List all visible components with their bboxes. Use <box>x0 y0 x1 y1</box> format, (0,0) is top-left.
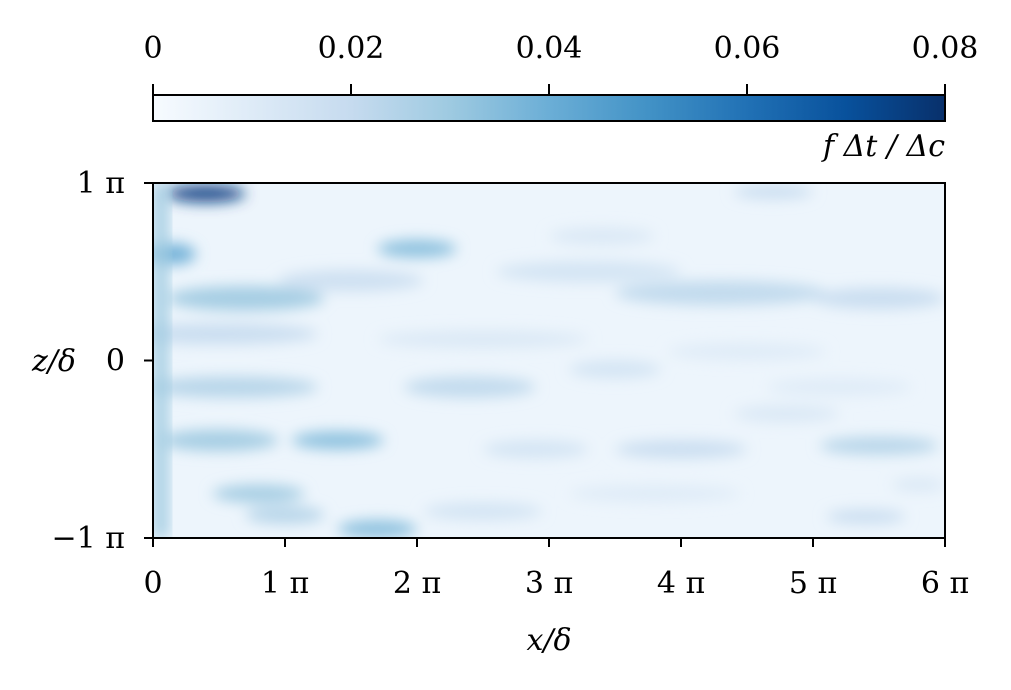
colorbar-tick-label: 0.06 <box>714 31 781 66</box>
heatmap-field <box>153 183 945 538</box>
colorbar: 0 0.02 0.04 0.06 0.08 f Δt / Δc <box>143 31 978 164</box>
plot-area: 0 1 π 2 π 3 π 4 π 5 π 6 π −1 π 0 1 π x/δ z/δ <box>31 166 969 658</box>
y-axis-ticks: −1 π 0 1 π <box>52 166 153 556</box>
heatmap-streak-24 <box>245 506 325 524</box>
heatmap-streak-16 <box>766 378 913 396</box>
x-axis-label: x/δ <box>526 623 571 658</box>
heatmap-streak-26 <box>423 502 543 521</box>
heatmap-streak-29 <box>892 477 945 492</box>
heatmap-streak-11 <box>377 330 589 349</box>
heatmap-inlet-band <box>153 183 169 538</box>
heatmap-streak-17 <box>159 429 279 452</box>
heatmap-streak-2 <box>166 285 325 311</box>
heatmap-streak-23 <box>212 484 305 503</box>
heatmap-streak-19 <box>483 440 589 459</box>
colorbar-gradient <box>152 94 946 122</box>
heatmap-streak-27 <box>568 484 741 503</box>
y-tick-label: −1 π <box>52 521 125 556</box>
x-tick-label: 3 π <box>525 566 573 601</box>
heatmap-streak-28 <box>826 509 906 524</box>
heatmap-streak-4 <box>377 239 457 258</box>
x-axis-ticks: 0 1 π 2 π 3 π 4 π 5 π 6 π <box>143 538 969 601</box>
heatmap-streak-8 <box>733 184 814 199</box>
x-tick-label: 1 π <box>261 566 309 601</box>
heatmap-streak-18 <box>291 431 384 450</box>
heatmap-streak-14 <box>403 376 536 398</box>
colorbar-tick-label: 0.08 <box>912 31 979 66</box>
heatmap-streak-5 <box>496 261 681 283</box>
heatmap-streak-12 <box>667 342 827 361</box>
colorbar-ticks: 0 0.02 0.04 0.06 0.08 <box>143 31 978 95</box>
x-tick-label: 5 π <box>789 566 837 601</box>
heatmap-streak-25 <box>337 520 417 538</box>
heatmap-background <box>153 183 945 538</box>
y-axis-label: z/δ <box>31 344 76 379</box>
colorbar-label: f Δt / Δc <box>821 129 945 164</box>
heatmap-streak-22 <box>733 404 840 423</box>
colorbar-tick-label: 0.04 <box>516 31 583 66</box>
x-tick-label: 0 <box>143 566 162 601</box>
x-tick-label: 6 π <box>921 566 969 601</box>
x-tick-label: 2 π <box>393 566 441 601</box>
heatmap-streak-3 <box>278 269 424 292</box>
y-tick-label: 0 <box>106 344 125 379</box>
heatmap-streak-6 <box>615 280 827 306</box>
heatmap-streak-15 <box>568 360 662 379</box>
heatmap-streak-20 <box>615 440 747 459</box>
colorbar-tick-label: 0.02 <box>318 31 385 66</box>
heatmap-streak-13 <box>153 376 318 398</box>
x-tick-label: 4 π <box>657 566 705 601</box>
y-tick-label: 1 π <box>77 166 125 201</box>
heatmap-streak-9 <box>549 227 655 246</box>
heatmap-streak-10 <box>153 323 318 345</box>
heatmap-streak-7 <box>813 287 945 310</box>
colorbar-tick-label: 0 <box>143 31 162 66</box>
heatmap-streak-0 <box>166 184 246 203</box>
heatmap-streak-21 <box>819 436 939 455</box>
